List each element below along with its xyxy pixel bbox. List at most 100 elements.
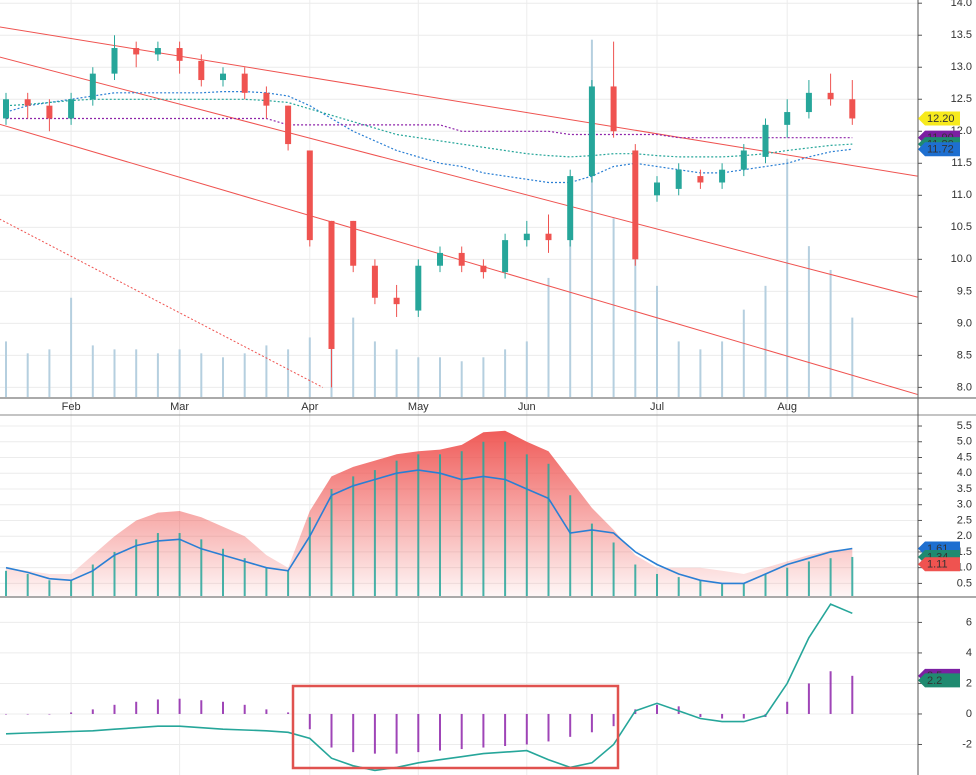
candle-body <box>241 73 248 93</box>
candle-body <box>675 169 682 189</box>
y-tick-label: 4 <box>966 647 972 659</box>
volume-bar <box>178 349 181 397</box>
histogram-bar <box>113 551 116 596</box>
histogram-bar <box>5 570 7 596</box>
y-tick-label: 0.5 <box>957 577 972 589</box>
candle-body <box>762 124 769 157</box>
candle-body <box>176 48 183 61</box>
candle-body <box>458 252 465 266</box>
histogram-bar <box>439 454 441 596</box>
volume-bar <box>656 285 658 397</box>
histogram-bar <box>5 713 7 715</box>
histogram-bar <box>352 713 355 753</box>
candle-body <box>306 150 313 241</box>
y-tick-label: 4.5 <box>957 451 972 463</box>
volume-bar <box>287 349 290 397</box>
y-tick-label: 4.0 <box>957 467 972 479</box>
y-tick-label: 8.5 <box>957 349 972 361</box>
histogram-bar <box>395 713 398 754</box>
line <box>5 603 853 772</box>
candle-body <box>393 297 400 305</box>
histogram-bar <box>504 441 507 596</box>
volume-bar <box>135 349 138 397</box>
badge-label: 2.2 <box>927 675 942 687</box>
y-tick-label: 5.0 <box>957 436 972 448</box>
price-badge <box>918 557 960 572</box>
x-tick-label: Feb <box>62 401 81 413</box>
candle-body <box>697 176 704 183</box>
histogram-bar <box>200 539 203 596</box>
histogram-bar <box>569 495 572 596</box>
histogram-bar <box>829 671 832 714</box>
histogram-bar <box>590 713 593 733</box>
histogram-bar <box>26 713 29 715</box>
histogram-bar <box>547 463 550 596</box>
histogram-bar <box>243 704 246 714</box>
histogram-bar <box>721 713 724 719</box>
volume-bar <box>91 345 94 397</box>
histogram-bar <box>634 564 637 596</box>
trend-line <box>0 123 918 395</box>
histogram-bar <box>135 539 138 596</box>
histogram-bar <box>829 558 832 596</box>
candle-body <box>68 99 75 119</box>
histogram-bar <box>786 567 789 596</box>
volume-bar <box>395 349 398 397</box>
x-tick-label: Apr <box>301 401 318 413</box>
histogram-bar <box>482 713 485 748</box>
histogram-bar <box>26 573 29 596</box>
y-tick-label: 12.5 <box>951 93 972 105</box>
candle-body <box>480 265 487 273</box>
volume-bar <box>851 317 854 397</box>
volume-bar <box>677 341 680 397</box>
histogram-bar <box>699 713 702 718</box>
candle-body <box>523 233 530 241</box>
price-plot <box>0 26 918 397</box>
histogram-bar <box>308 713 311 730</box>
volume-bar <box>569 198 572 397</box>
candle-body <box>567 176 574 241</box>
candle-body <box>350 220 357 266</box>
histogram-bar <box>265 709 268 714</box>
moving-average <box>6 117 853 139</box>
histogram-bar <box>265 567 268 596</box>
histogram-bar <box>460 451 463 596</box>
candle-body <box>740 150 747 170</box>
volume-bar <box>699 349 702 397</box>
histogram-bar <box>525 454 528 596</box>
y-tick-label: 9.5 <box>957 285 972 297</box>
candle-body <box>827 92 834 100</box>
histogram-bar <box>287 570 290 596</box>
y-tick-label: 2.0 <box>957 530 972 542</box>
histogram-bar <box>656 573 658 596</box>
candle-body <box>437 252 443 266</box>
histogram-bar <box>135 701 138 714</box>
histogram-bar <box>48 713 51 715</box>
histogram-bar <box>70 712 73 714</box>
y-tick-label: 8.0 <box>957 381 972 393</box>
volume-bar <box>222 357 224 397</box>
histogram-bar <box>764 573 767 596</box>
x-tick-label: Jun <box>518 401 536 413</box>
candle-body <box>784 112 791 125</box>
candle-body <box>24 99 31 106</box>
candle-body <box>588 86 595 177</box>
volume-bar <box>352 317 355 397</box>
histogram-bar <box>742 583 745 596</box>
histogram-bar <box>91 564 94 596</box>
histogram-bar <box>807 561 810 596</box>
y-tick-label: 0 <box>966 708 972 720</box>
candle-body <box>545 233 552 241</box>
candle-body <box>3 99 9 119</box>
y-tick-label: 6 <box>966 616 972 628</box>
histogram-bar <box>851 675 854 714</box>
candle-body <box>371 265 378 298</box>
histogram-bar <box>786 701 789 714</box>
volume-bar <box>786 158 789 397</box>
volume-bar <box>547 277 550 397</box>
histogram-bar <box>308 517 311 596</box>
histogram-bar <box>91 709 94 714</box>
histogram-bar <box>569 713 572 737</box>
